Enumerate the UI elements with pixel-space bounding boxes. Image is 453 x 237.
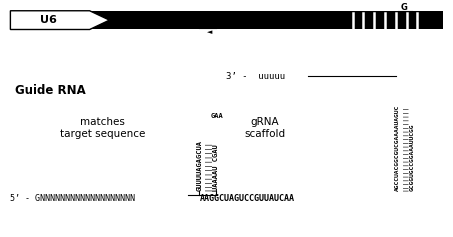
Text: 5’ - GNNNNNNNNNNNNNNNNNNN: 5’ - GNNNNNNNNNNNNNNNNNNN xyxy=(10,194,135,203)
Text: UAAAAU CGAU: UAAAAU CGAU xyxy=(213,144,219,191)
Text: ◄: ◄ xyxy=(207,29,212,35)
Text: Guide RNA: Guide RNA xyxy=(15,84,86,97)
Text: ||||||||||||: |||||||||||| xyxy=(204,140,211,191)
Text: AAGGCUAGUCCGUUAUCAA: AAGGCUAGUCCGUUAUCAA xyxy=(199,194,294,203)
Text: ◄◄: ◄◄ xyxy=(199,23,210,29)
Text: U6: U6 xyxy=(39,15,57,25)
Text: G: G xyxy=(401,3,408,12)
Text: matches
target sequence: matches target sequence xyxy=(60,117,145,139)
Text: GCGGUGCCGGAAAUUCGG: GCGGUGCCGGAAAUUCGG xyxy=(410,124,414,191)
FancyBboxPatch shape xyxy=(10,11,443,29)
Polygon shape xyxy=(10,11,110,29)
Text: gRNA
scaffold: gRNA scaffold xyxy=(245,117,286,139)
Text: 3’ -  uuuuu: 3’ - uuuuu xyxy=(226,72,286,81)
Text: AGCCUACGGCGUCGAAAAUAGUC: AGCCUACGGCGUCGAAAAUAGUC xyxy=(395,105,400,191)
Text: GAA: GAA xyxy=(211,113,224,119)
Text: |||||||||||||||||||||||: ||||||||||||||||||||||| xyxy=(402,105,408,191)
Text: G: G xyxy=(195,20,202,29)
Text: GUUUUAGAGCUA: GUUUUAGAGCUA xyxy=(197,140,202,191)
